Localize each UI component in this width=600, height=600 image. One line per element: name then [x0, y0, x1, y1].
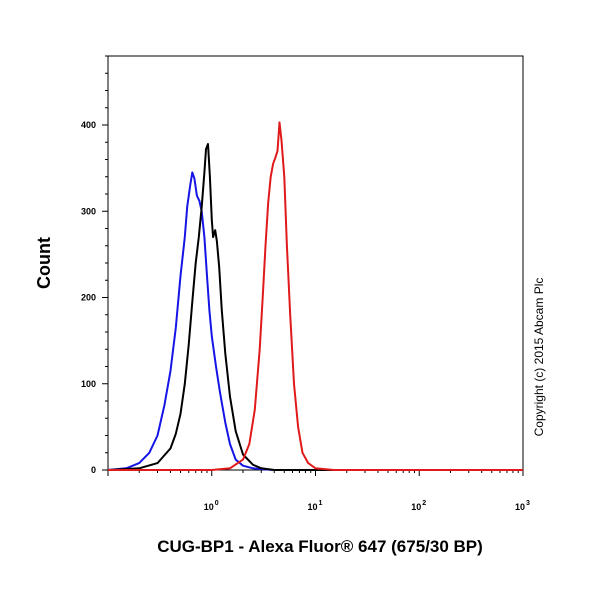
- x-tick-label: 10 0: [204, 500, 219, 512]
- series-line-1: [107, 171, 523, 471]
- y-tick-label: 400: [81, 120, 96, 130]
- x-tick-base: 10: [515, 502, 525, 512]
- series-line-2: [107, 143, 523, 471]
- plot-frame: [107, 55, 524, 471]
- y-tick-label: 0: [91, 465, 96, 475]
- x-tick-label: 10 3: [515, 500, 530, 512]
- copyright-annotation: Copyright (c) 2015 Abcam Plc: [532, 278, 546, 437]
- x-tick-exponent: 2: [422, 500, 426, 507]
- x-tick-base: 10: [307, 502, 317, 512]
- y-tick-label: 300: [81, 206, 96, 216]
- y-axis: 0 100 200 300 400: [81, 55, 108, 475]
- y-tick-label: 200: [81, 293, 96, 303]
- x-tick-base: 10: [204, 502, 214, 512]
- x-axis-label: CUG-BP1 - Alexa Fluor® 647 (675/30 BP): [157, 537, 483, 556]
- x-tick-label: 10 2: [411, 500, 426, 512]
- series-line-3: [108, 121, 523, 471]
- series-layer: [107, 121, 523, 471]
- x-tick-exponent: 1: [319, 500, 323, 507]
- y-axis-label: Count: [34, 237, 54, 289]
- x-axis: 10 0 10 1 10 2 10 3: [107, 470, 530, 512]
- x-tick-label: 10 1: [307, 500, 322, 512]
- y-tick-label: 100: [81, 379, 96, 389]
- x-tick-exponent: 3: [526, 500, 530, 507]
- x-tick-exponent: 0: [215, 500, 219, 507]
- x-tick-base: 10: [411, 502, 421, 512]
